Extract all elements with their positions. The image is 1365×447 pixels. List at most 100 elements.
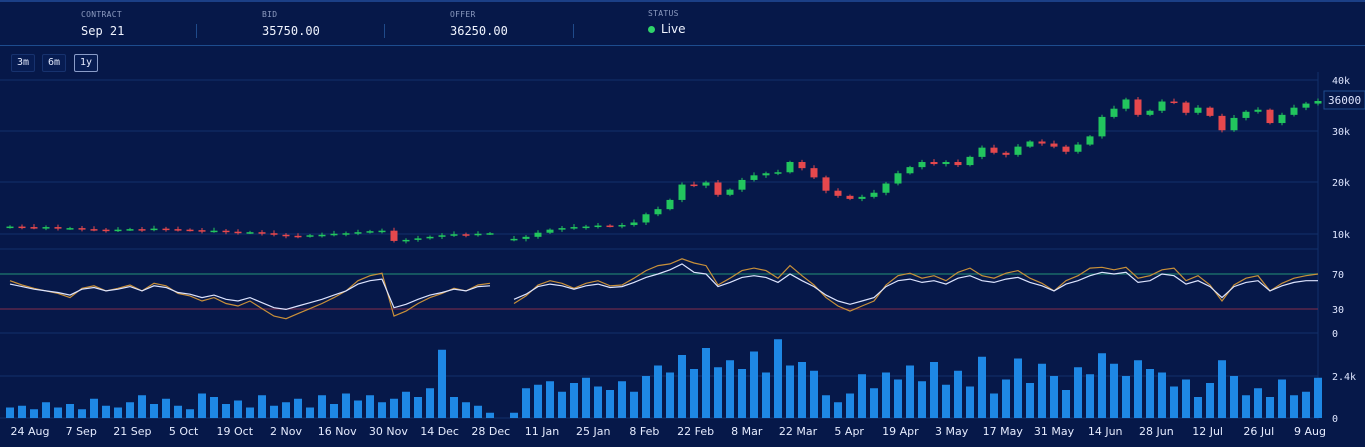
volume-bar (654, 365, 662, 418)
volume-bar (354, 400, 362, 418)
rsi-line (9, 263, 1318, 311)
volume-bar (162, 398, 170, 418)
volume-bar (906, 365, 914, 418)
candle-up (330, 233, 338, 236)
volume-bar (1230, 376, 1238, 418)
volume-bar (606, 390, 614, 418)
candle-up (318, 234, 326, 237)
candle-down (930, 162, 938, 165)
candle-up (522, 236, 530, 239)
candle-up (546, 229, 554, 233)
volume-bar (786, 365, 794, 418)
volume-bar (450, 397, 458, 418)
contract-label: CONTRACT (81, 10, 122, 19)
volume-bar (102, 405, 110, 418)
candle-down (1206, 107, 1214, 116)
volume-bar (246, 407, 254, 418)
volume-bar (594, 386, 602, 418)
volume-bar (1314, 377, 1322, 418)
volume-bar (318, 395, 326, 418)
volume-bar (810, 370, 818, 418)
candle-down (162, 228, 170, 231)
rsi-tick: 0 (1332, 329, 1338, 340)
volume-bar (726, 360, 734, 418)
volume-bar (90, 398, 98, 418)
volume-bar (414, 397, 422, 418)
candle-up (906, 167, 914, 174)
candle-down (102, 229, 110, 232)
candlestick-series (6, 96, 1322, 244)
candle-up (66, 228, 74, 230)
date-tick-label: 30 Nov (369, 425, 408, 438)
volume-bar (1266, 397, 1274, 418)
candle-down (1170, 101, 1178, 104)
range-button-6m[interactable]: 6m (42, 54, 67, 72)
volume-bar (846, 393, 854, 418)
candle-down (798, 162, 806, 169)
volume-bar (438, 349, 446, 418)
candle-up (654, 209, 662, 215)
candle-up (558, 228, 566, 230)
candle-up (438, 235, 446, 237)
candle-up (1230, 117, 1238, 131)
volume-bar (954, 370, 962, 418)
candle-down (834, 190, 842, 196)
candle-up (1314, 101, 1322, 104)
volume-bar (174, 405, 182, 418)
candle-down (1134, 99, 1142, 115)
status-field: STATUS Live (648, 9, 686, 36)
divider (573, 24, 574, 38)
volume-bar (798, 362, 806, 418)
range-button-1y[interactable]: 1y (74, 54, 99, 72)
price-tick: 10k (1332, 230, 1350, 241)
volume-bar (618, 381, 626, 418)
volume-bar (1110, 363, 1118, 418)
candle-up (966, 156, 974, 166)
candle-up (150, 228, 158, 231)
candle-down (258, 232, 266, 234)
date-tick-label: 25 Jan (576, 425, 610, 438)
volume-bar (210, 397, 218, 418)
candle-up (474, 233, 482, 236)
candle-up (426, 236, 434, 239)
volume-bar (138, 395, 146, 418)
volume-bar (870, 388, 878, 418)
candle-up (42, 227, 50, 229)
volume-bar (522, 388, 530, 418)
candle-up (210, 230, 218, 233)
candle-up (6, 226, 14, 229)
candle-up (450, 234, 458, 236)
candle-down (846, 195, 854, 199)
candle-down (810, 168, 818, 178)
rsi-series (9, 258, 1319, 320)
volume-bar (762, 372, 770, 418)
volume-bar (78, 409, 86, 418)
range-button-3m[interactable]: 3m (11, 54, 36, 72)
volume-bar (1290, 395, 1298, 418)
candle-up (246, 232, 254, 234)
volume-bar (690, 369, 698, 418)
contract-value: Sep 21 (81, 24, 125, 38)
volume-bar (642, 376, 650, 418)
volume-bar (750, 351, 758, 418)
bid-label: BID (262, 10, 278, 19)
date-tick-label: 3 May (935, 425, 969, 438)
candle-up (978, 147, 986, 157)
date-tick-label: 21 Sep (113, 425, 151, 438)
volume-bar (426, 388, 434, 418)
candle-down (462, 234, 470, 236)
candle-up (510, 238, 518, 241)
candle-down (990, 147, 998, 153)
candle-down (606, 225, 614, 228)
date-tick-label: 5 Apr (834, 425, 864, 438)
candle-up (306, 235, 314, 237)
volume-bar (126, 402, 134, 418)
date-tick-label: 28 Dec (471, 425, 510, 438)
date-tick-label: 19 Apr (882, 425, 919, 438)
candle-up (486, 233, 494, 235)
candle-down (822, 177, 830, 191)
volume-bar (1242, 395, 1250, 418)
candle-down (234, 231, 242, 234)
candle-up (1086, 136, 1094, 145)
